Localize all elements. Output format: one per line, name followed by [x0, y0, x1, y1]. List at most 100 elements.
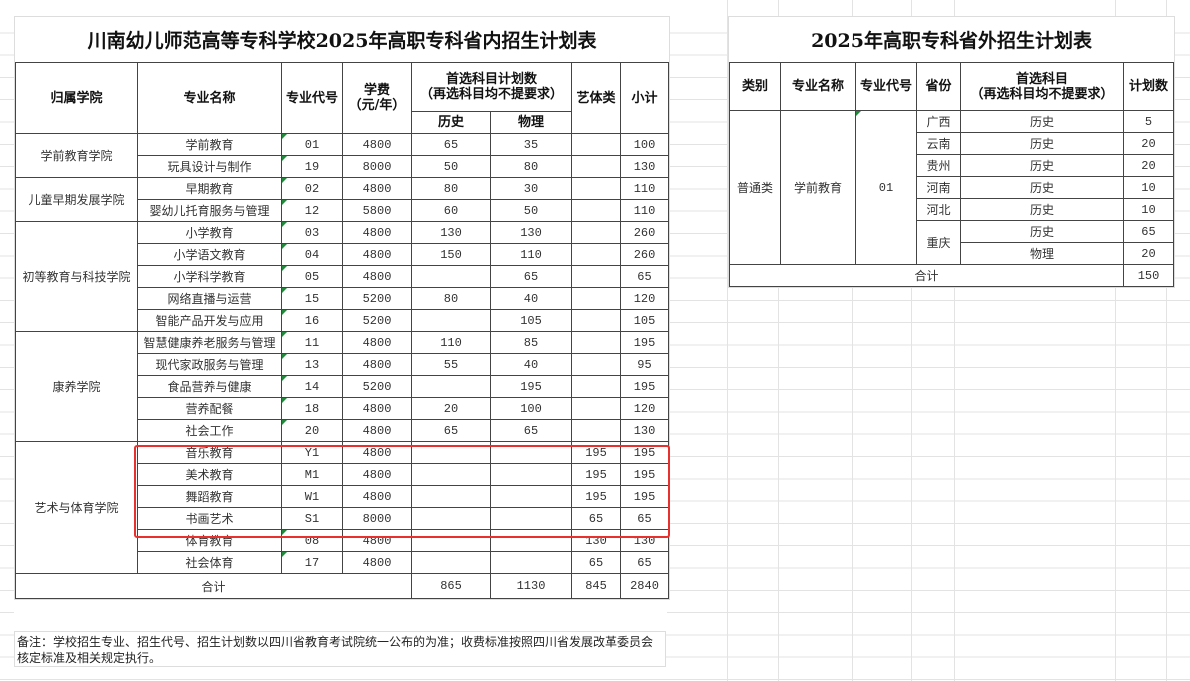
major-cell[interactable]: 营养配餐: [137, 397, 282, 420]
total-label[interactable]: 合计: [729, 264, 1124, 287]
code-cell[interactable]: S1: [281, 507, 343, 530]
total-label[interactable]: 合计: [15, 573, 412, 599]
code-cell[interactable]: W1: [281, 485, 343, 508]
header-history[interactable]: 历史: [411, 111, 491, 134]
fee-cell[interactable]: 4800: [342, 485, 412, 508]
fee-cell[interactable]: 4800: [342, 353, 412, 376]
history-cell[interactable]: 80: [411, 177, 491, 200]
province-cell[interactable]: 云南: [916, 132, 961, 155]
plan-cell[interactable]: 10: [1122, 198, 1175, 221]
major-cell[interactable]: 智能产品开发与应用: [137, 309, 282, 332]
art-cell[interactable]: [571, 419, 621, 442]
art-cell[interactable]: [571, 331, 621, 354]
major-cell[interactable]: 小学语文教育: [137, 243, 282, 266]
total-art[interactable]: 845: [571, 573, 621, 599]
history-cell[interactable]: [411, 441, 491, 464]
header-major[interactable]: 专业名称: [780, 62, 856, 111]
code-cell[interactable]: 14: [281, 375, 343, 398]
history-cell[interactable]: 60: [411, 199, 491, 222]
subtotal-cell[interactable]: 130: [619, 419, 670, 442]
physics-cell[interactable]: 110: [490, 243, 572, 266]
header-plan[interactable]: 计划数: [1122, 62, 1175, 111]
art-cell[interactable]: [571, 287, 621, 310]
code-cell[interactable]: 20: [281, 419, 343, 442]
physics-cell[interactable]: 85: [490, 331, 572, 354]
art-cell[interactable]: [571, 375, 621, 398]
subject-cell[interactable]: 历史: [960, 220, 1124, 243]
art-cell[interactable]: [571, 309, 621, 332]
code-cell[interactable]: 12: [281, 199, 343, 222]
fee-cell[interactable]: 4800: [342, 331, 412, 354]
code-cell[interactable]: 17: [281, 551, 343, 574]
fee-cell[interactable]: 5200: [342, 309, 412, 332]
history-cell[interactable]: [411, 309, 491, 332]
code-cell[interactable]: 19: [281, 155, 343, 178]
art-cell[interactable]: [571, 177, 621, 200]
art-cell[interactable]: 195: [571, 441, 621, 464]
subtotal-cell[interactable]: 65: [619, 551, 670, 574]
major-cell[interactable]: 学前教育: [137, 133, 282, 156]
major-cell[interactable]: 玩具设计与制作: [137, 155, 282, 178]
subtotal-cell[interactable]: 195: [619, 375, 670, 398]
physics-cell[interactable]: [490, 463, 572, 486]
subtotal-cell[interactable]: 195: [619, 485, 670, 508]
major-cell[interactable]: 美术教育: [137, 463, 282, 486]
subtotal-cell[interactable]: 110: [619, 177, 670, 200]
header-subject[interactable]: 首选科目 （再选科目均不提要求）: [960, 62, 1124, 111]
art-cell[interactable]: [571, 397, 621, 420]
code-cell[interactable]: 16: [281, 309, 343, 332]
history-cell[interactable]: [411, 463, 491, 486]
major-cell[interactable]: 舞蹈教育: [137, 485, 282, 508]
physics-cell[interactable]: 130: [490, 221, 572, 244]
college-cell[interactable]: 康养学院: [15, 331, 138, 442]
major-cell[interactable]: 网络直播与运营: [137, 287, 282, 310]
province-cell[interactable]: 贵州: [916, 154, 961, 177]
subtotal-cell[interactable]: 195: [619, 441, 670, 464]
category-cell[interactable]: 普通类: [729, 110, 781, 265]
code-cell[interactable]: M1: [281, 463, 343, 486]
history-cell[interactable]: [411, 507, 491, 530]
subtotal-cell[interactable]: 120: [619, 287, 670, 310]
major-cell[interactable]: 社会体育: [137, 551, 282, 574]
physics-cell[interactable]: 30: [490, 177, 572, 200]
code-cell[interactable]: 04: [281, 243, 343, 266]
physics-cell[interactable]: 80: [490, 155, 572, 178]
header-code[interactable]: 专业代号: [855, 62, 917, 111]
code-cell[interactable]: 11: [281, 331, 343, 354]
fee-cell[interactable]: 4800: [342, 551, 412, 574]
total-subtotal[interactable]: 2840: [619, 573, 670, 599]
art-cell[interactable]: [571, 265, 621, 288]
header-subtotal[interactable]: 小计: [619, 62, 670, 134]
total-plan[interactable]: 150: [1122, 264, 1175, 287]
major-cell[interactable]: 音乐教育: [137, 441, 282, 464]
sheet-title[interactable]: 2025年高职专科省外招生计划表: [729, 17, 1174, 63]
fee-cell[interactable]: 4800: [342, 265, 412, 288]
subtotal-cell[interactable]: 195: [619, 331, 670, 354]
history-cell[interactable]: [411, 375, 491, 398]
header-province[interactable]: 省份: [916, 62, 961, 111]
fee-cell[interactable]: 5800: [342, 199, 412, 222]
history-cell[interactable]: [411, 485, 491, 508]
major-cell[interactable]: 食品营养与健康: [137, 375, 282, 398]
subject-cell[interactable]: 历史: [960, 110, 1124, 133]
subtotal-cell[interactable]: 260: [619, 221, 670, 244]
major-cell[interactable]: 婴幼儿托育服务与管理: [137, 199, 282, 222]
college-cell[interactable]: 初等教育与科技学院: [15, 221, 138, 332]
physics-cell[interactable]: 40: [490, 353, 572, 376]
history-cell[interactable]: 50: [411, 155, 491, 178]
art-cell[interactable]: [571, 155, 621, 178]
physics-cell[interactable]: 40: [490, 287, 572, 310]
province-cell[interactable]: 河南: [916, 176, 961, 199]
physics-cell[interactable]: 195: [490, 375, 572, 398]
fee-cell[interactable]: 4800: [342, 463, 412, 486]
province-cell[interactable]: 河北: [916, 198, 961, 221]
fee-cell[interactable]: 4800: [342, 133, 412, 156]
art-cell[interactable]: 195: [571, 463, 621, 486]
fee-cell[interactable]: 4800: [342, 397, 412, 420]
major-cell[interactable]: 学前教育: [780, 110, 856, 265]
physics-cell[interactable]: [490, 485, 572, 508]
history-cell[interactable]: 55: [411, 353, 491, 376]
subtotal-cell[interactable]: 195: [619, 463, 670, 486]
art-cell[interactable]: 195: [571, 485, 621, 508]
major-cell[interactable]: 早期教育: [137, 177, 282, 200]
